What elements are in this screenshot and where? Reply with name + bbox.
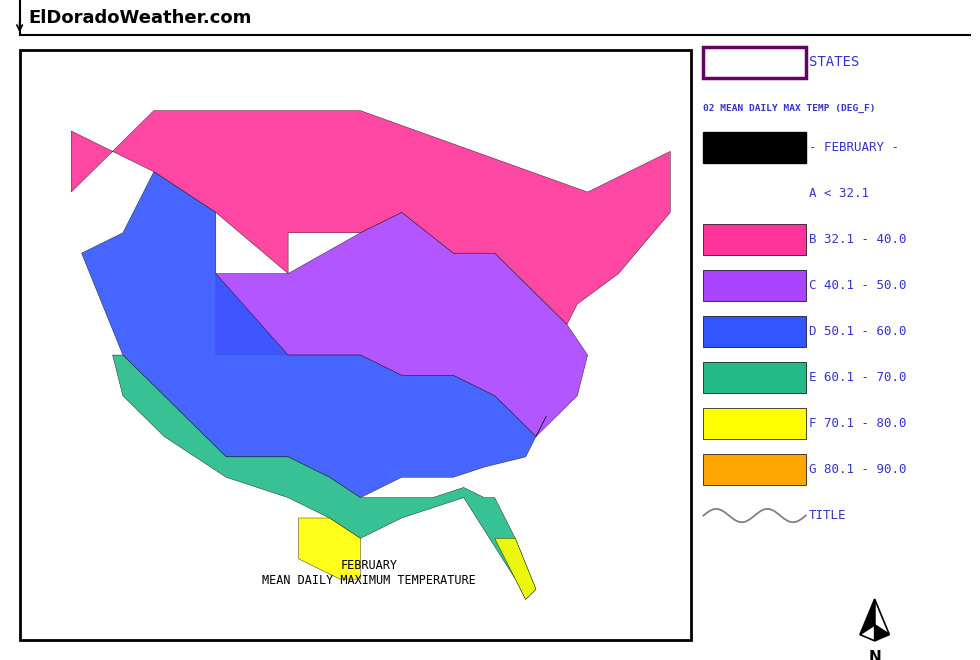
Bar: [704, 408, 806, 439]
Bar: [704, 362, 806, 393]
Text: G 80.1 - 90.0: G 80.1 - 90.0: [808, 463, 906, 476]
Text: ElDoradoWeather.com: ElDoradoWeather.com: [28, 9, 252, 27]
Polygon shape: [113, 355, 536, 599]
Polygon shape: [81, 172, 546, 498]
Text: B 32.1 - 40.0: B 32.1 - 40.0: [808, 233, 906, 246]
Bar: [704, 454, 806, 485]
Polygon shape: [495, 539, 536, 599]
Polygon shape: [860, 625, 874, 641]
Bar: [704, 132, 806, 163]
Polygon shape: [72, 111, 670, 325]
Text: E 60.1 - 70.0: E 60.1 - 70.0: [808, 371, 906, 384]
Text: F 70.1 - 80.0: F 70.1 - 80.0: [808, 417, 906, 430]
Text: C 40.1 - 50.0: C 40.1 - 50.0: [808, 279, 906, 292]
Bar: [704, 316, 806, 347]
Bar: [704, 47, 806, 78]
Text: FEBRUARY
MEAN DAILY MAXIMUM TEMPERATURE: FEBRUARY MEAN DAILY MAXIMUM TEMPERATURE: [262, 559, 475, 587]
Text: TITLE: TITLE: [808, 509, 846, 522]
Bar: [704, 270, 806, 301]
Text: D 50.1 - 60.0: D 50.1 - 60.0: [808, 325, 906, 338]
Polygon shape: [874, 625, 890, 641]
Polygon shape: [216, 213, 588, 436]
Text: 02 MEAN DAILY MAX TEMP (DEG_F): 02 MEAN DAILY MAX TEMP (DEG_F): [704, 104, 876, 113]
Bar: [704, 224, 806, 255]
Text: - FEBRUARY -: - FEBRUARY -: [808, 141, 899, 154]
Polygon shape: [874, 599, 890, 635]
Bar: [20, 50, 691, 640]
Polygon shape: [299, 518, 361, 579]
Text: A < 32.1: A < 32.1: [808, 187, 868, 200]
Polygon shape: [860, 599, 874, 635]
Text: STATES: STATES: [808, 55, 858, 69]
Text: N: N: [868, 650, 881, 660]
